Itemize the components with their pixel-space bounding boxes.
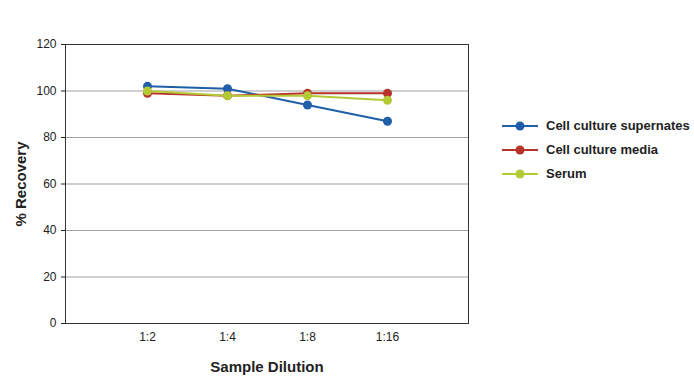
svg-text:80: 80: [43, 130, 57, 144]
html-text:Cell culture media: Cell culture media: [546, 142, 658, 157]
svg-text:20: 20: [43, 270, 57, 284]
svg-text:% Recovery: % Recovery: [12, 141, 29, 227]
svg-text:60: 60: [43, 177, 57, 191]
svg-text:1:16: 1:16: [376, 330, 400, 344]
svg-text:100: 100: [36, 84, 56, 98]
svg-text:40: 40: [43, 223, 57, 237]
svg-text:120: 120: [36, 37, 56, 51]
svg-text:Sample Dilution: Sample Dilution: [210, 358, 323, 375]
svg-text:1:2: 1:2: [139, 330, 156, 344]
svg-text:1:8: 1:8: [299, 330, 316, 344]
html-text:Cell culture supernates: Cell culture supernates: [546, 118, 690, 133]
svg-text:1:4: 1:4: [219, 330, 236, 344]
html-text:Serum: Serum: [546, 166, 587, 181]
svg-text:0: 0: [50, 316, 57, 330]
